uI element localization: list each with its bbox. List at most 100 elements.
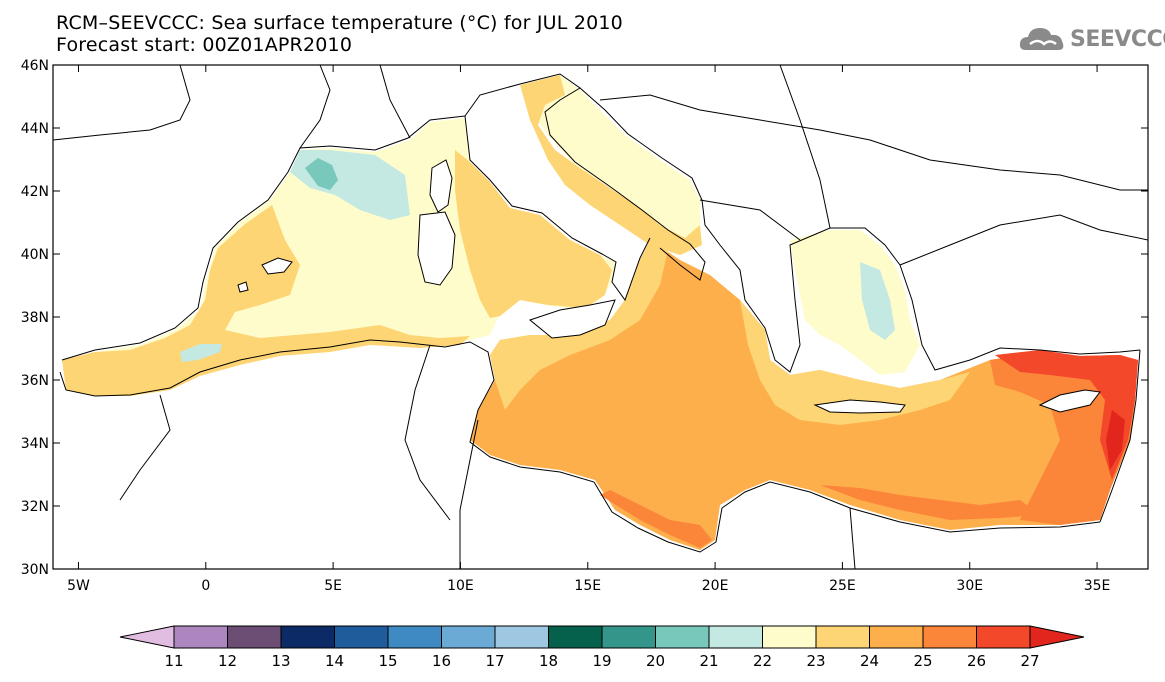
sst-region-levantine-hot xyxy=(995,350,1138,480)
lat-tick-label: 42N xyxy=(21,184,49,200)
colorbar-high-arrow xyxy=(1029,625,1085,649)
lat-tick-label: 32N xyxy=(21,499,49,515)
latitude-axis: 46N 44N 42N 40N 38N 36N 34N 32N 30N xyxy=(21,58,1148,578)
coast-balkans xyxy=(579,87,901,373)
seevccc-logo: SEEVCCC xyxy=(1018,22,1165,58)
longitude-axis: 5W 0 5E 10E 15E 20E 25E 30E 35E xyxy=(67,65,1110,594)
island-sicily xyxy=(528,299,616,339)
island-ibiza xyxy=(237,281,249,293)
sst-region-gulf-of-lion-cold xyxy=(305,158,338,190)
title-block: RCM–SEEVCCC: Sea surface temperature (°C… xyxy=(56,12,623,56)
colorbar-label: 19 xyxy=(592,652,611,670)
colorbar-segment xyxy=(227,625,282,649)
sst-region-aegean-cool xyxy=(860,262,895,340)
colorbar-segment xyxy=(601,625,656,649)
island-sardinia xyxy=(417,211,456,286)
border-north-africa-2 xyxy=(404,344,451,521)
border-europe-5 xyxy=(379,65,411,139)
colorbar-segment xyxy=(869,625,924,649)
sst-region-egypt-warm xyxy=(820,485,1040,520)
island-cyprus xyxy=(1038,389,1101,413)
sst-region-adriatic-warm xyxy=(520,75,702,255)
colorbar-segment xyxy=(334,625,389,649)
colorbar-segment xyxy=(708,625,763,649)
colorbar-segment xyxy=(655,625,710,649)
colorbar-segment xyxy=(441,625,496,649)
colorbar-label: 26 xyxy=(967,652,986,670)
colorbar-segment xyxy=(387,625,442,649)
lat-tick-label: 44N xyxy=(21,121,49,137)
colorbar: 11 12 13 14 15 16 17 18 19 20 21 22 23 24 25 26 27 xyxy=(119,625,1085,670)
cloud-icon xyxy=(1019,28,1064,50)
border-north-africa-3 xyxy=(459,419,479,569)
colorbar-segment xyxy=(762,625,817,649)
colorbar-label: 12 xyxy=(218,652,237,670)
lat-tick-label: 40N xyxy=(21,247,49,263)
coast-italy-west xyxy=(464,115,651,302)
lon-tick-label: 35E xyxy=(1084,578,1111,594)
sst-region-ionian-mild xyxy=(490,240,668,410)
island-mallorca xyxy=(261,257,293,275)
island-corsica xyxy=(429,159,453,213)
border-europe-3 xyxy=(599,94,1148,191)
sst-region-balearic-warm xyxy=(62,205,470,396)
map-plot-area xyxy=(52,64,1149,570)
colorbar-label: 25 xyxy=(913,652,932,670)
islands xyxy=(237,159,1101,414)
sst-region-levantine-hottest xyxy=(1106,410,1125,470)
coast-italy-east xyxy=(519,73,706,281)
sst-region-greek-coast xyxy=(740,300,970,425)
lon-tick-label: 5E xyxy=(324,578,342,594)
border-black-sea xyxy=(899,214,1148,266)
colorbar-segment xyxy=(548,625,603,649)
lon-tick-label: 20E xyxy=(702,578,729,594)
sst-field xyxy=(62,75,1138,550)
colorbar-segment xyxy=(280,625,335,649)
colorbar-label: 11 xyxy=(164,652,183,670)
colorbar-label: 22 xyxy=(753,652,772,670)
sst-region-libya-warm xyxy=(600,490,712,548)
sst-region-adriatic xyxy=(520,75,700,240)
lon-tick-label: 5W xyxy=(67,578,90,594)
colorbar-label: 15 xyxy=(378,652,397,670)
logo-text: SEEVCCC xyxy=(1070,27,1165,52)
coast-iberia-east xyxy=(61,115,466,361)
border-europe-6 xyxy=(779,65,831,229)
lon-tick-label: 10E xyxy=(447,578,474,594)
border-libya-egypt xyxy=(849,507,856,569)
lon-tick-label: 0 xyxy=(201,578,210,594)
colorbar-label: 14 xyxy=(325,652,344,670)
lat-tick-label: 30N xyxy=(21,562,49,578)
lat-tick-label: 34N xyxy=(21,436,49,452)
colorbar-label: 17 xyxy=(485,652,504,670)
colorbar-label: 23 xyxy=(806,652,825,670)
coast-levant xyxy=(1099,349,1141,523)
sst-region-tyrrhenian xyxy=(455,150,612,318)
border-europe-4 xyxy=(699,199,801,241)
colorbar-segment xyxy=(173,625,228,649)
colorbar-segment xyxy=(976,625,1031,649)
map-subtitle: Forecast start: 00Z01APR2010 xyxy=(56,34,353,56)
island-crete xyxy=(813,399,906,414)
map-title: RCM–SEEVCCC: Sea surface temperature (°C… xyxy=(56,12,623,34)
colorbar-label: 16 xyxy=(432,652,451,670)
colorbar-label: 21 xyxy=(699,652,718,670)
coast-africa xyxy=(59,339,1101,553)
border-europe-2 xyxy=(464,83,521,117)
lon-tick-label: 25E xyxy=(829,578,856,594)
colorbar-label: 27 xyxy=(1020,652,1039,670)
sst-region-aegean xyxy=(790,230,920,375)
lon-tick-label: 30E xyxy=(956,578,983,594)
colorbar-label: 20 xyxy=(646,652,665,670)
lat-tick-label: 36N xyxy=(21,373,49,389)
colorbar-segment xyxy=(815,625,870,649)
border-north-africa-1 xyxy=(119,394,171,501)
sst-region-levantine-warm xyxy=(990,352,1138,525)
colorbar-label: 13 xyxy=(271,652,290,670)
coast-iberia-north xyxy=(53,65,191,141)
coast-turkey xyxy=(899,264,1141,371)
lat-tick-label: 46N xyxy=(21,58,49,74)
colorbar-segment xyxy=(922,625,977,649)
border-europe-1 xyxy=(299,65,331,149)
